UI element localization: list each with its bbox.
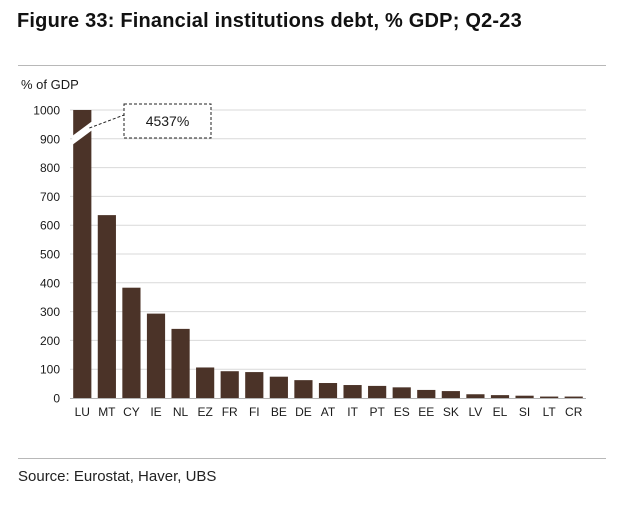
gridlines bbox=[70, 109, 586, 399]
bar-sk bbox=[441, 391, 460, 398]
x-tick-label: SI bbox=[519, 405, 530, 419]
x-tick-label: ES bbox=[394, 405, 410, 419]
x-tick-label: IE bbox=[150, 405, 161, 419]
y-tick-label: 900 bbox=[40, 132, 60, 146]
x-tick-label: MT bbox=[98, 405, 116, 419]
bar-si bbox=[515, 395, 534, 398]
bar-es bbox=[392, 387, 411, 398]
bar-lv bbox=[466, 394, 485, 398]
bar-de bbox=[294, 380, 313, 398]
x-tick-label: EL bbox=[493, 405, 508, 419]
bottom-divider bbox=[18, 458, 606, 459]
x-tick-label: PT bbox=[369, 405, 385, 419]
chart-title: Figure 33: Financial institutions debt, … bbox=[17, 10, 522, 32]
bar-lt bbox=[540, 396, 559, 398]
bar-pt bbox=[368, 385, 387, 398]
x-tick-label: BE bbox=[271, 405, 287, 419]
x-tick-label: LV bbox=[469, 405, 483, 419]
annotation-callout: 4537% bbox=[89, 103, 212, 139]
bar-chart: % of GDP 0 100 200 300 400 500 600 700 800 900 100… bbox=[21, 77, 586, 419]
y-tick-labels: 0 100 200 300 400 500 600 700 800 900 1000 bbox=[33, 104, 60, 406]
bar-be bbox=[269, 376, 288, 398]
x-tick-labels: LU MT CY IE NL EZ FR FI BE DE AT IT PT ES EE SK LV EL SI LT… bbox=[75, 405, 583, 419]
top-divider bbox=[18, 65, 606, 66]
x-tick-label: LT bbox=[543, 405, 557, 419]
bar-lu bbox=[73, 110, 92, 398]
x-tick-label: LU bbox=[75, 405, 90, 419]
axis-break-marker bbox=[72, 121, 93, 145]
callout-box bbox=[123, 103, 212, 139]
x-tick-label: CY bbox=[123, 405, 140, 419]
x-tick-label: SK bbox=[443, 405, 459, 419]
x-tick-label: AT bbox=[321, 405, 336, 419]
y-tick-label: 400 bbox=[40, 276, 60, 290]
bar-fr bbox=[220, 371, 239, 398]
callout-leader-line bbox=[89, 114, 125, 129]
bar-at bbox=[318, 383, 338, 398]
bar-ez bbox=[196, 367, 215, 398]
bars bbox=[73, 110, 583, 398]
y-tick-label: 700 bbox=[40, 190, 60, 204]
bar-nl bbox=[171, 328, 190, 398]
y-tick-label: 300 bbox=[40, 305, 60, 319]
y-tick-label: 600 bbox=[40, 219, 60, 233]
y-axis-label: % of GDP bbox=[21, 77, 79, 92]
bar-fi bbox=[245, 372, 264, 398]
y-tick-label: 500 bbox=[40, 248, 60, 262]
x-tick-label: FR bbox=[222, 405, 238, 419]
x-tick-label: EE bbox=[418, 405, 434, 419]
bar-ie bbox=[146, 313, 166, 398]
source-note: Source: Eurostat, Haver, UBS bbox=[18, 468, 217, 485]
bar-el bbox=[490, 395, 510, 398]
x-tick-label: DE bbox=[295, 405, 312, 419]
x-tick-label: FI bbox=[249, 405, 260, 419]
bar-mt bbox=[97, 215, 116, 398]
break-gap bbox=[72, 121, 93, 145]
y-tick-label: 1000 bbox=[33, 104, 60, 118]
y-tick-label: 200 bbox=[40, 334, 60, 348]
bar-cy bbox=[122, 287, 141, 398]
y-tick-label: 100 bbox=[40, 363, 60, 377]
bar-cr bbox=[564, 396, 583, 398]
y-tick-label: 800 bbox=[40, 161, 60, 175]
bar-it bbox=[343, 385, 362, 398]
bar-ee bbox=[417, 389, 436, 398]
callout-value: 4537% bbox=[146, 113, 190, 129]
x-tick-label: CR bbox=[565, 405, 583, 419]
x-tick-label: EZ bbox=[197, 405, 212, 419]
x-tick-label: NL bbox=[173, 405, 189, 419]
y-tick-label: 0 bbox=[53, 392, 60, 406]
x-tick-label: IT bbox=[347, 405, 358, 419]
